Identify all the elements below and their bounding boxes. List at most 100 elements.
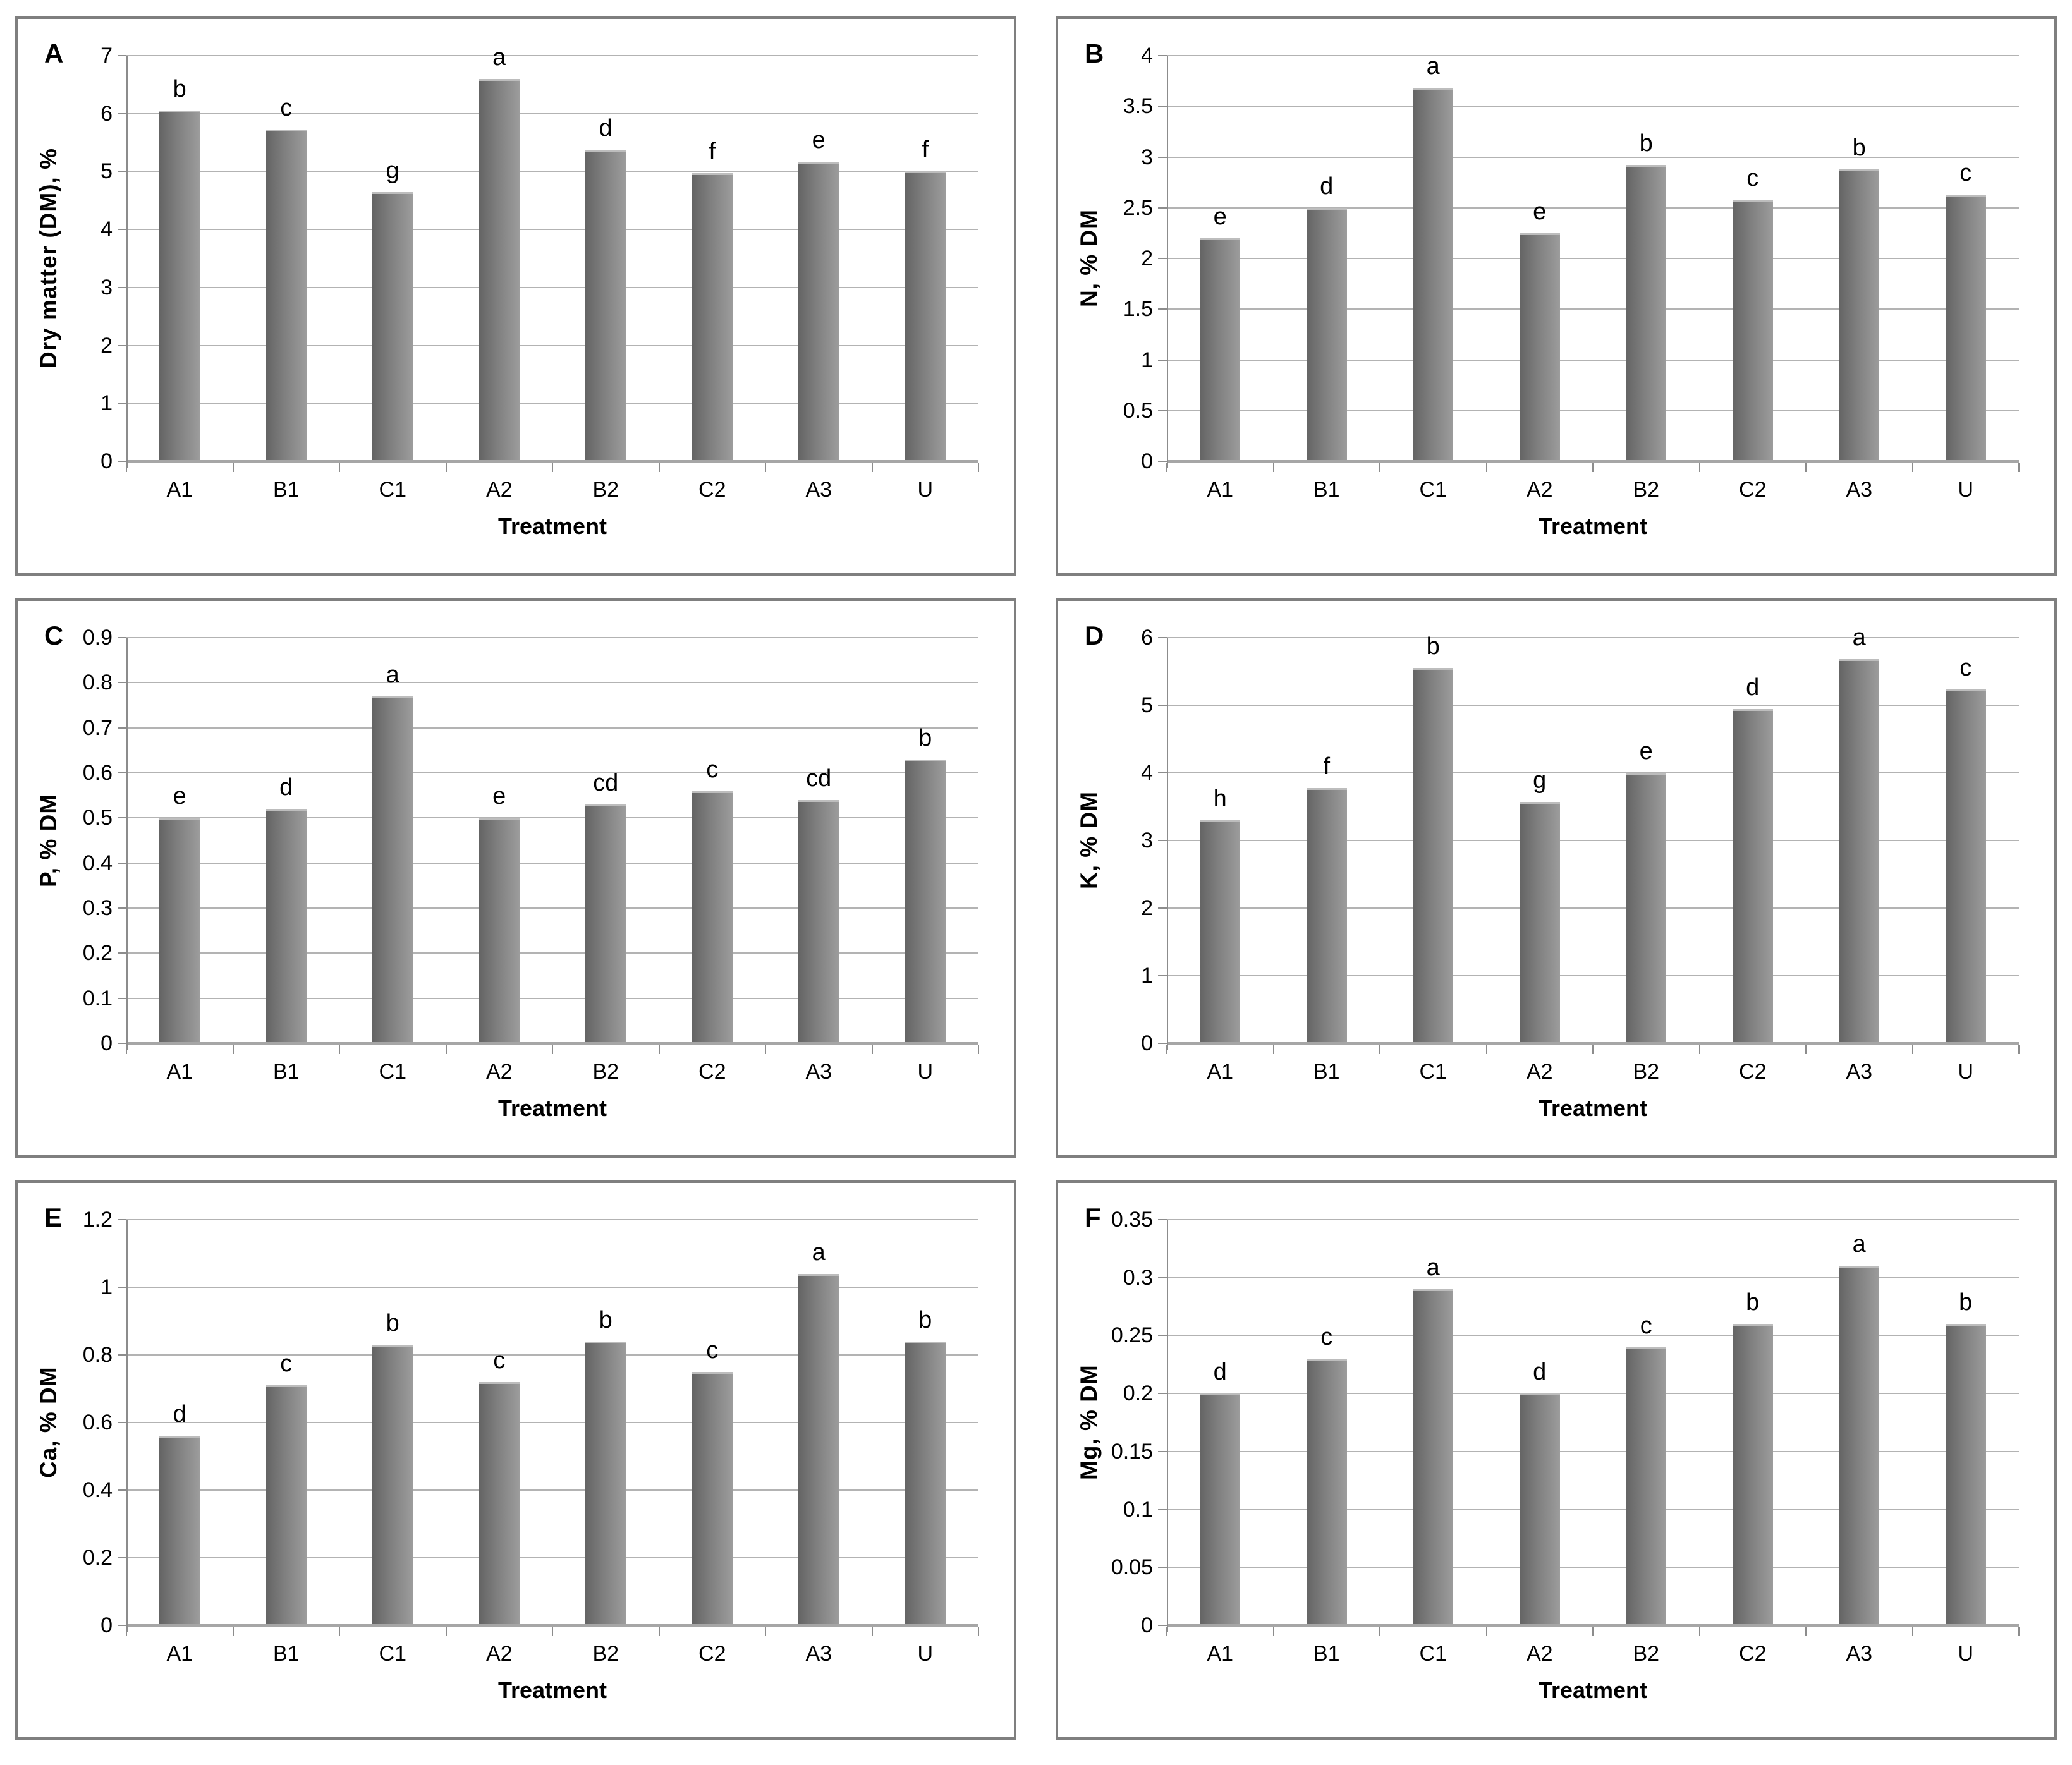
y-tick-mark: [1158, 461, 1167, 462]
bar-B2: [1626, 773, 1667, 1043]
sig-letter-C1: a: [386, 661, 399, 688]
x-tick-mark: [1485, 463, 1487, 472]
y-tick-mark: [1158, 156, 1167, 158]
bar-C2: [692, 791, 733, 1043]
x-category-label: U: [917, 1060, 934, 1084]
x-category-label: B2: [592, 478, 619, 502]
sig-letter-A1: b: [173, 76, 186, 103]
y-tick-mark: [1158, 258, 1167, 259]
sig-letter-A2: g: [1533, 767, 1547, 794]
y-tick-mark: [118, 1354, 126, 1356]
x-category-label: A1: [1207, 478, 1234, 502]
y-tick-label: 2: [1141, 246, 1153, 270]
sig-letter-B1: c: [1320, 1324, 1333, 1351]
gridline: [1167, 1508, 2019, 1510]
gridline: [126, 772, 978, 773]
y-tick-label: 0: [101, 1031, 113, 1055]
x-tick-mark: [1911, 1045, 1913, 1054]
x-axis-title: Treatment: [497, 1677, 607, 1703]
x-axis-line: [1167, 1042, 2019, 1045]
y-tick-label: 2: [1141, 896, 1153, 920]
panel-letter: A: [44, 39, 64, 68]
panel-e-calcium: E Ca, % DM 0 0.2 0.4 0.6 0.8 1 1.2 d A1 c B1 b C1 c A2…: [15, 1180, 1016, 1740]
x-tick-mark: [232, 463, 234, 472]
y-tick-label: 0.6: [82, 1410, 113, 1434]
bar-U: [1945, 689, 1986, 1043]
gridline: [126, 952, 978, 954]
sig-letter-A3: cd: [806, 765, 832, 792]
x-category-label: A2: [1526, 1642, 1553, 1666]
plot-area: 0 0.2 0.4 0.6 0.8 1 1.2 d A1 c B1 b C1 c A2 b B2 c C2 a A3 b U: [18, 1183, 1014, 1737]
y-tick-label: 0: [1141, 1613, 1153, 1637]
sig-letter-A3: e: [812, 126, 826, 154]
x-category-label: U: [1958, 1060, 1974, 1084]
x-category-label: A1: [166, 478, 193, 502]
y-tick-mark: [1158, 106, 1167, 107]
gridline: [126, 1219, 978, 1220]
bar-A3: [798, 799, 839, 1043]
bar-B1: [1306, 1359, 1347, 1625]
sig-letter-U: b: [918, 724, 932, 751]
x-tick-mark: [1379, 1045, 1380, 1054]
sig-letter-C1: g: [386, 157, 399, 184]
bar-A1: [1200, 820, 1241, 1043]
y-tick-mark: [1158, 1219, 1167, 1220]
panel-letter: C: [44, 621, 64, 650]
sig-letter-U: b: [918, 1306, 932, 1333]
x-tick-mark: [126, 463, 127, 472]
y-tick-mark: [1158, 409, 1167, 411]
bar-B2: [585, 150, 626, 461]
sig-letter-B2: c: [1640, 1312, 1652, 1339]
gridline: [1167, 55, 2019, 56]
y-tick-mark: [1158, 359, 1167, 361]
x-tick-mark: [2018, 463, 2020, 472]
y-tick-mark: [118, 1489, 126, 1491]
x-tick-mark: [765, 1045, 766, 1054]
gridline: [1167, 637, 2019, 638]
gridline: [126, 112, 978, 114]
sig-letter-C1: b: [386, 1309, 399, 1337]
gridline: [126, 1489, 978, 1491]
sig-letter-U: f: [922, 136, 929, 164]
x-tick-mark: [1592, 1627, 1594, 1636]
sig-letter-B2: d: [599, 115, 612, 142]
sig-letter-A1: d: [1213, 1359, 1227, 1386]
x-tick-mark: [1911, 1627, 1913, 1636]
bar-B1: [265, 1385, 307, 1625]
y-tick-label: 0.6: [82, 761, 113, 785]
sig-letter-C2: c: [706, 1337, 719, 1364]
sig-letter-A2: e: [1533, 198, 1547, 225]
bar-U: [1945, 194, 1986, 461]
y-tick-label: 6: [101, 101, 113, 126]
y-tick-mark: [1158, 1508, 1167, 1510]
gridline: [126, 55, 978, 56]
x-category-label: B1: [272, 1060, 300, 1084]
plot-area: 0 0.05 0.1 0.15 0.2 0.25 0.3 0.35 d A1 c B1 a C1 d A2 c B…: [1058, 1183, 2054, 1737]
x-category-label: B1: [1313, 478, 1340, 502]
x-tick-mark: [871, 1627, 873, 1636]
x-tick-mark: [978, 463, 979, 472]
x-axis-title: Treatment: [497, 1095, 607, 1121]
y-tick-label: 1: [1141, 348, 1153, 372]
panel-letter: B: [1085, 39, 1104, 68]
bar-A2: [1519, 802, 1560, 1043]
x-category-label: B2: [1633, 1060, 1660, 1084]
x-tick-mark: [871, 1045, 873, 1054]
bar-B2: [1626, 1347, 1667, 1625]
y-tick-mark: [1158, 1567, 1167, 1568]
x-tick-mark: [1272, 1627, 1274, 1636]
y-tick-label: 2.5: [1123, 195, 1153, 220]
gridline: [1167, 772, 2019, 773]
bar-C2: [1732, 709, 1773, 1043]
y-tick-label: 1: [101, 1275, 113, 1299]
x-tick-mark: [1166, 1627, 1167, 1636]
gridline: [126, 862, 978, 864]
gridline: [1167, 156, 2019, 158]
sig-letter-A1: e: [173, 783, 186, 810]
x-category-label: A3: [1846, 478, 1873, 502]
y-tick-label: 0: [101, 449, 113, 473]
y-tick-mark: [1158, 1277, 1167, 1278]
x-category-label: B1: [272, 1642, 300, 1666]
bar-A1: [1200, 1393, 1241, 1625]
sig-letter-A1: d: [173, 1401, 186, 1428]
